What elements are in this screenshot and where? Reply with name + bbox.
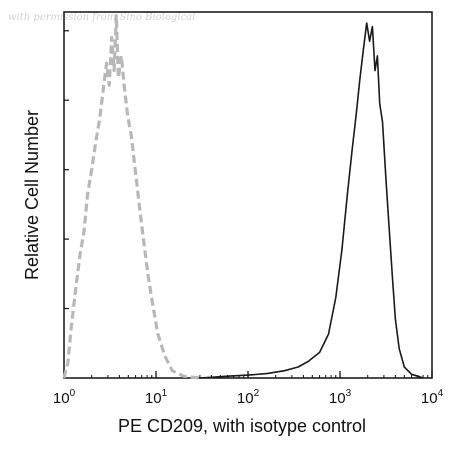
x-tick-label: 104: [421, 388, 444, 407]
isotype-control-histogram: [62, 14, 201, 380]
plot-frame: [63, 11, 433, 379]
x-tick-label: 103: [329, 388, 352, 407]
x-tick-label: 102: [237, 388, 260, 407]
pe-cd209-histogram: [199, 22, 424, 379]
watermark-text: with permission from Sino Biological: [8, 12, 195, 23]
y-axis-ticks: [64, 30, 69, 310]
x-tick-label: 101: [145, 388, 168, 407]
series-layer: [62, 14, 424, 380]
x-axis-ticks: 100 101 102 103 104: [53, 371, 444, 407]
x-axis-title: PE CD209, with isotype control: [118, 416, 366, 436]
y-axis-title: Relative Cell Number: [22, 110, 42, 280]
x-tick-label: 100: [53, 388, 76, 407]
